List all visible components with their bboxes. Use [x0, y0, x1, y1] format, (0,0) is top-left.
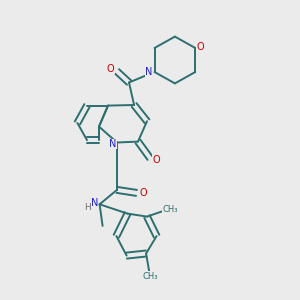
Text: N: N: [91, 198, 98, 208]
Text: N: N: [146, 67, 153, 77]
Text: O: O: [197, 41, 205, 52]
Text: CH₃: CH₃: [143, 272, 158, 281]
Text: CH₃: CH₃: [163, 206, 178, 214]
Text: N: N: [109, 139, 116, 149]
Text: O: O: [106, 64, 114, 74]
Text: O: O: [153, 154, 160, 165]
Text: H: H: [84, 203, 91, 212]
Text: O: O: [139, 188, 147, 198]
